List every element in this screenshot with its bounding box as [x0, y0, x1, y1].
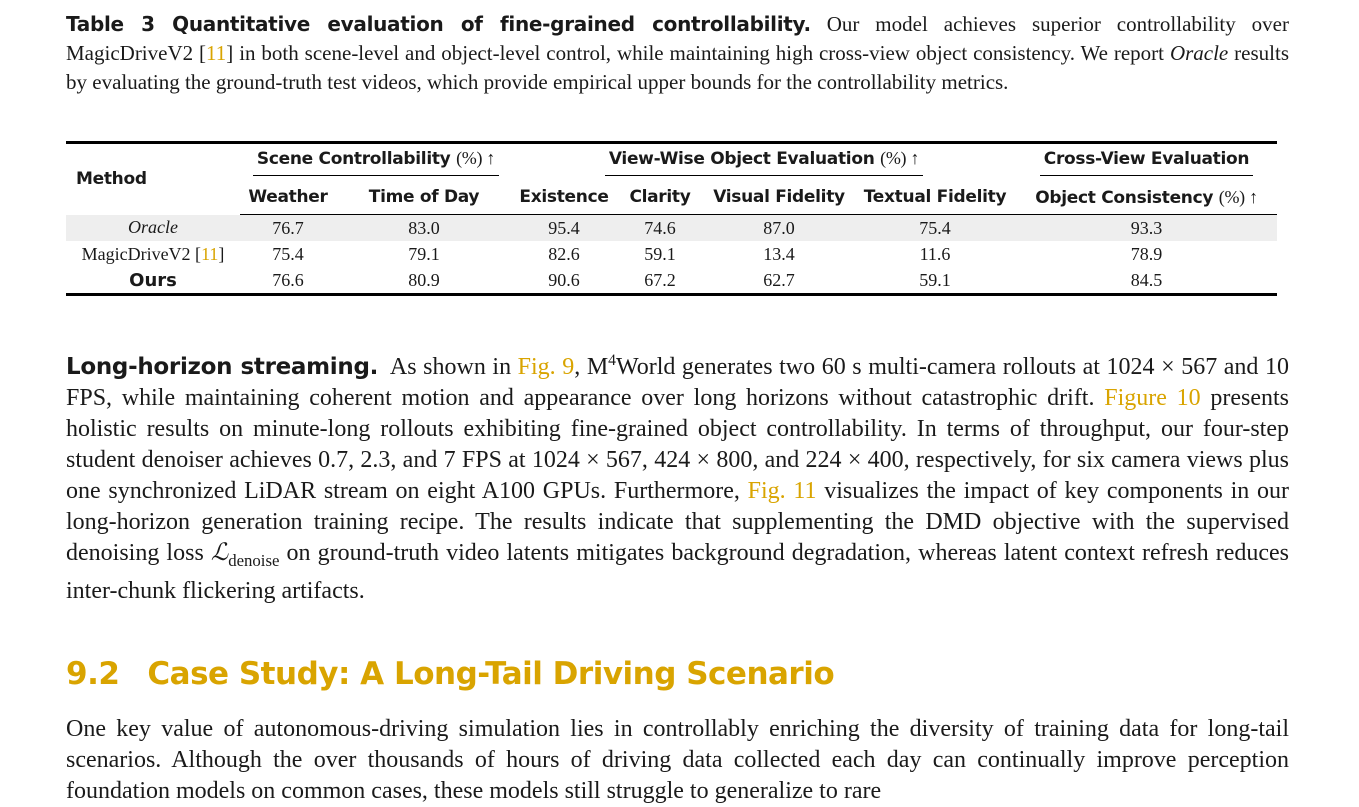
col-object-consistency: Object Consistency (%) ↑ [1016, 180, 1277, 215]
col-textual-fidelity: Textual Fidelity [854, 180, 1016, 215]
row-method: MagicDriveV2 [11] [81, 243, 225, 264]
col-existence: Existence [512, 180, 616, 215]
citation-link[interactable]: 11 [201, 243, 219, 264]
col-weather: Weather [240, 180, 336, 215]
group-header-view-wise: View-Wise Object Evaluation (%) ↑ [512, 143, 1016, 181]
citation-link[interactable]: 11 [206, 41, 227, 65]
run-in-heading: Long-horizon streaming. [66, 354, 379, 380]
col-time-of-day: Time of Day [336, 180, 512, 215]
group-header-cross-view: Cross-View Evaluation [1016, 143, 1277, 181]
paragraph-long-horizon: Long-horizon streaming. As shown in Fig.… [66, 352, 1290, 604]
figure-link[interactable]: Fig. 11 [747, 478, 817, 504]
table-row: MagicDriveV2 [11] 75.4 79.1 82.6 59.1 13… [66, 241, 1277, 267]
col-visual-fidelity: Visual Fidelity [704, 180, 854, 215]
caption-label: Table 3 Quantitative evaluation of fine-… [66, 12, 811, 36]
results-table: Method Scene Controllability (%) ↑ View-… [66, 141, 1277, 296]
figure-link[interactable]: Figure 10 [1104, 385, 1201, 411]
section-title: Case Study: A Long-Tail Driving Scenario [147, 656, 835, 692]
paragraph-case-study: One key value of autonomous-driving simu… [66, 716, 1289, 804]
group-header-scene: Scene Controllability (%) ↑ [240, 143, 512, 181]
row-method: Ours [129, 269, 177, 291]
col-clarity: Clarity [616, 180, 704, 215]
table-row: Oracle 76.7 83.0 95.4 74.6 87.0 75.4 93.… [66, 214, 1277, 241]
table-row: Ours 76.6 80.9 90.6 67.2 62.7 59.1 84.5 [66, 267, 1277, 295]
section-number: 9.2 [66, 656, 120, 692]
section-heading: 9.2 Case Study: A Long-Tail Driving Scena… [66, 656, 835, 692]
method-header: Method [76, 169, 147, 190]
figure-link[interactable]: Fig. 9 [517, 354, 575, 380]
row-method: Oracle [66, 214, 240, 241]
table-caption: Table 3 Quantitative evaluation of fine-… [66, 12, 1290, 94]
